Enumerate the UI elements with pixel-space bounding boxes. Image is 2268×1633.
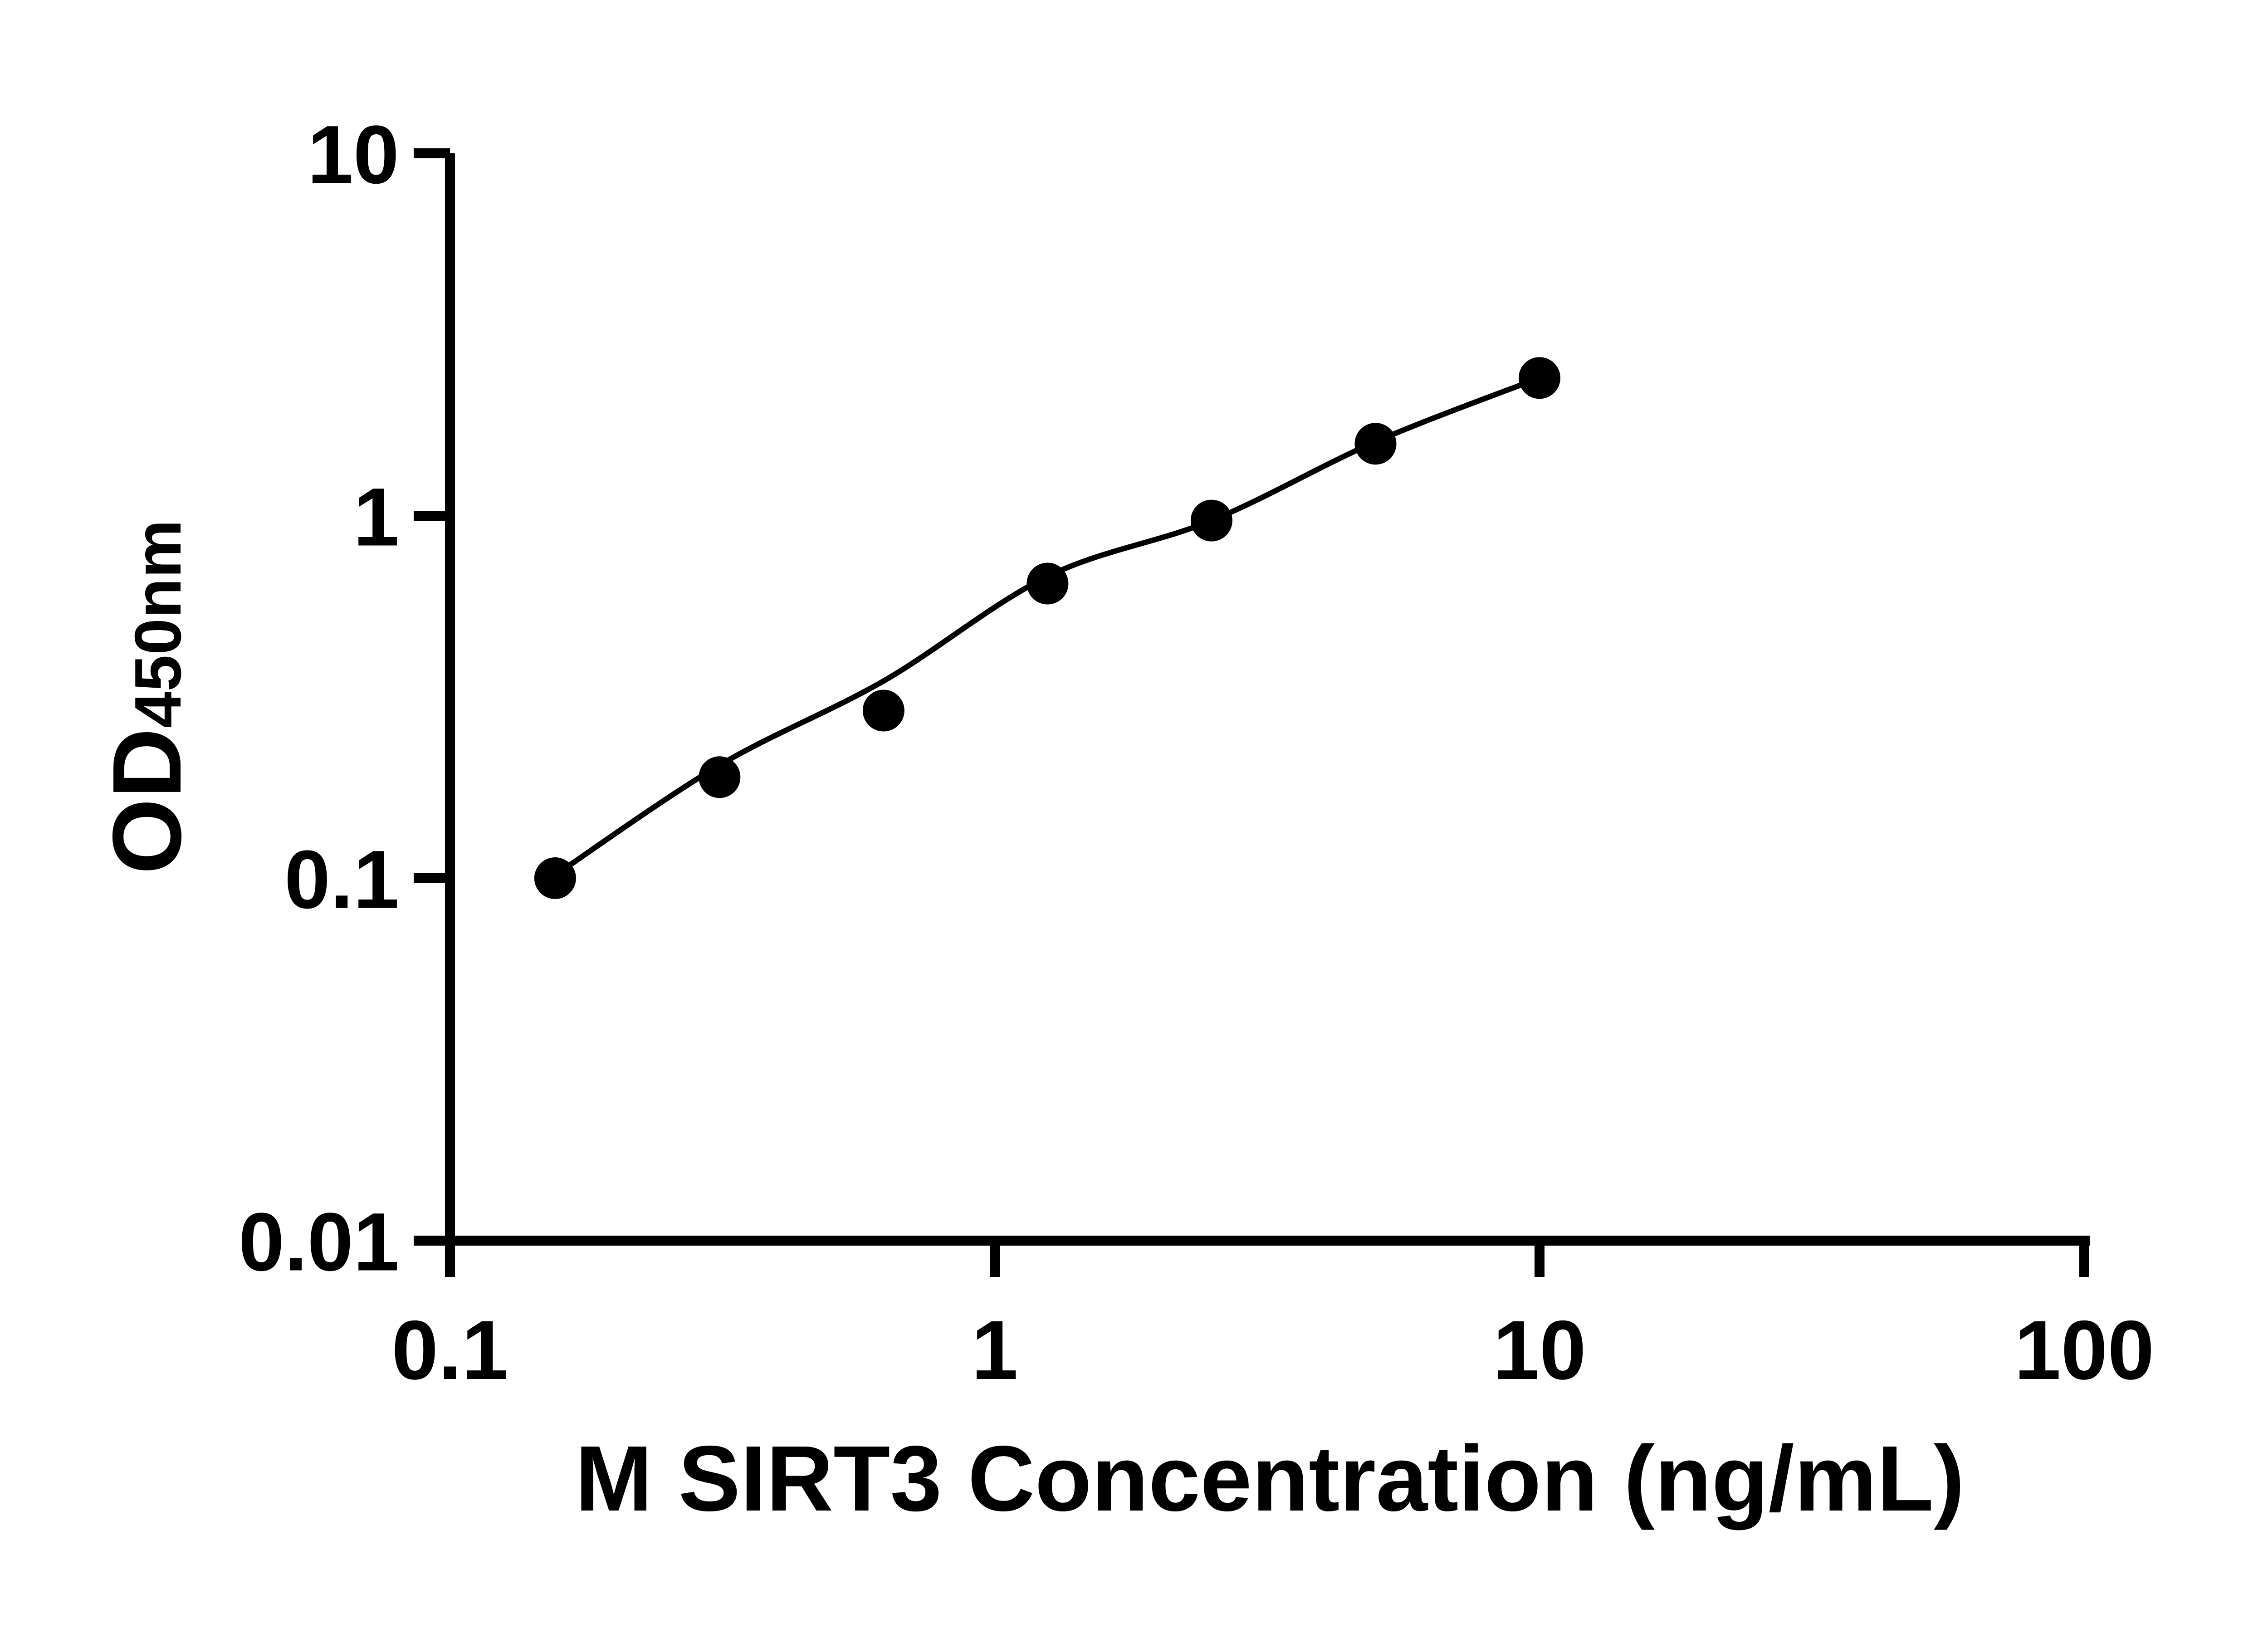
y-axis-title-main: OD xyxy=(92,728,201,875)
x-tick-label: 0.1 xyxy=(391,1304,508,1397)
data-points-layer xyxy=(534,357,1560,899)
y-axis-title: OD450nm xyxy=(92,520,201,875)
y-tick-label: 0.1 xyxy=(284,833,399,926)
data-point xyxy=(1354,423,1397,465)
data-point xyxy=(699,756,741,798)
x-tick-label: 100 xyxy=(2014,1304,2155,1397)
y-axis-title-subscript: 450nm xyxy=(121,520,195,728)
data-point xyxy=(1519,357,1560,399)
axis-labels-layer: 0.01 0.1 1 10 0.1 1 10 100 M SIRT3 Concentration… xyxy=(92,108,2154,1530)
axes-layer xyxy=(414,148,2090,1277)
x-tick-label: 10 xyxy=(1493,1304,1586,1397)
data-point xyxy=(1190,499,1232,542)
data-point xyxy=(1026,562,1069,605)
y-tick-label: 0.01 xyxy=(239,1196,399,1288)
data-point xyxy=(534,857,576,899)
x-tick-label: 1 xyxy=(972,1304,1018,1397)
y-tick-label: 10 xyxy=(308,108,399,201)
x-axis-title: M SIRT3 Concentration (ng/mL) xyxy=(575,1427,1965,1530)
data-point xyxy=(862,689,904,732)
y-tick-label: 1 xyxy=(353,471,399,563)
